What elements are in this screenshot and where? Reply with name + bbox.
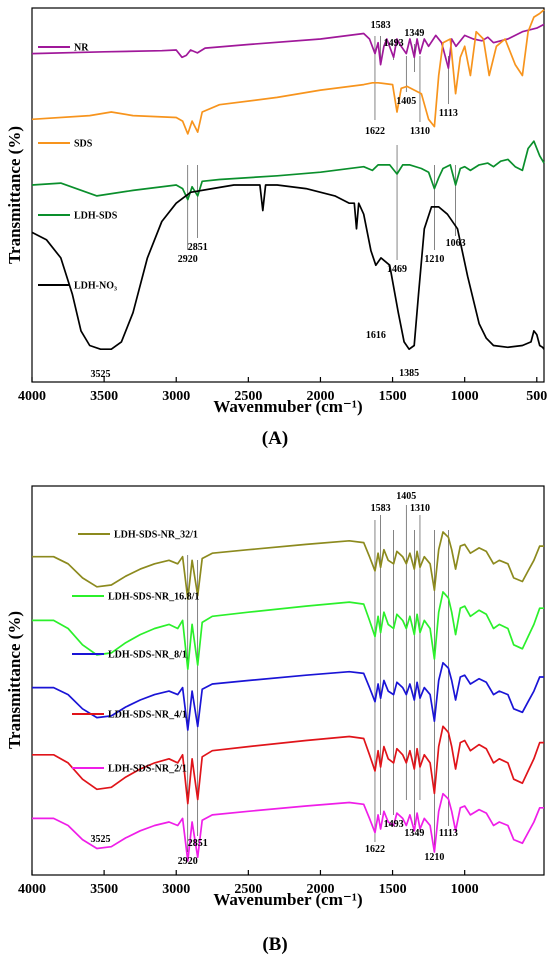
x-tick-label: 3000: [162, 882, 190, 897]
peak-annotation: 2851: [188, 242, 208, 253]
legend-label: LDH-SDS-NR_2/1: [108, 764, 187, 775]
peak-annotation: 1063: [446, 238, 466, 249]
panel-b-x-axis-title: Wavenumber (cm⁻¹): [213, 890, 362, 909]
peak-annotation: 1622: [365, 126, 385, 137]
panel-b-x-axis: 4000 3500 3000 2500 2000 1500 1000: [18, 870, 479, 897]
legend-label: LDH-SDS: [74, 211, 118, 222]
legend-label: LDH-NO₃: [74, 281, 117, 292]
peak-annotation: 2851: [188, 838, 208, 849]
peak-annotation: 1310: [410, 503, 430, 514]
x-tick-label: 1000: [451, 882, 479, 897]
x-tick-label: 1500: [379, 882, 407, 897]
peak-annotation: 1385: [399, 368, 419, 379]
series-line-ldh-sds-nr-2-1: [32, 792, 544, 862]
legend-label: NR: [74, 43, 89, 54]
x-tick-label: 2000: [306, 882, 334, 897]
peak-annotation: 1210: [424, 254, 444, 265]
peak-annotation: 1113: [439, 108, 458, 119]
peak-annotation: 2920: [178, 254, 198, 265]
x-tick-label: 4000: [18, 882, 46, 897]
peak-annotation: 2920: [178, 856, 198, 867]
series-line-ldh-sds-nr-4-1: [32, 725, 544, 805]
legend-label: LDH-SDS-NR_16.8/1: [108, 592, 199, 603]
panel-b-legend: LDH-SDS-NR_32/1 LDH-SDS-NR_16.8/1 LDH-SDS-…: [72, 530, 199, 775]
peak-annotation: 1405: [396, 96, 416, 107]
peak-annotation: 1113: [439, 828, 458, 839]
x-tick-label: 3500: [90, 882, 118, 897]
legend-label: LDH-SDS-NR_32/1: [114, 530, 198, 541]
peak-annotation: 1405: [396, 491, 416, 502]
legend-label: LDH-SDS-NR_4/1: [108, 710, 187, 721]
peak-annotation: 1616: [366, 330, 386, 341]
x-tick-label: 4000: [18, 389, 46, 404]
peak-annotation: 1622: [365, 844, 385, 855]
peak-annotation: 1493: [384, 819, 404, 830]
peak-annotation: 3525: [91, 369, 111, 380]
x-tick-label: 2500: [234, 389, 262, 404]
panel-a-label: (A): [262, 428, 288, 449]
panel-b: 4000 3500 3000 2500 2000 1500 1000 LDH-SDS-NR_…: [5, 485, 545, 955]
series-line-ldh-no-: [31, 184, 545, 351]
peak-annotation: 1469: [387, 264, 407, 275]
peak-annotation: 1349: [404, 28, 424, 39]
x-tick-label: 500: [526, 389, 547, 404]
panel-a-plot-frame: [31, 7, 545, 383]
x-tick-label: 1000: [451, 389, 479, 404]
panel-b-series: [32, 531, 544, 862]
panel-b-label: (B): [262, 934, 287, 955]
panel-a-peak-lines: [187, 36, 456, 260]
peak-annotation: 1310: [410, 126, 430, 137]
x-tick-label: 3000: [162, 389, 190, 404]
panel-a: 4000 3500 3000 2500 2000 1500 1000 500 NR SDS LDH…: [5, 7, 547, 449]
panel-a-y-axis-title: Transmittance (%): [5, 126, 24, 264]
series-line-ldh-sds-nr-16-8-1: [32, 591, 544, 671]
panel-a-x-axis-title: Wavenmuber (cm⁻¹): [213, 397, 362, 416]
peak-annotation: 1210: [424, 852, 444, 863]
legend-label: LDH-SDS-NR_8/1: [108, 650, 187, 661]
series-line-ldh-sds-nr-32-1: [32, 531, 544, 601]
peak-annotation: 3525: [91, 834, 111, 845]
series-line-sds: [31, 9, 545, 135]
peak-annotation: 1349: [404, 828, 424, 839]
peak-annotation: 1583: [371, 20, 391, 31]
panel-a-legend: NR SDS LDH-SDS LDH-NO₃: [38, 43, 118, 292]
x-tick-label: 2000: [306, 389, 334, 404]
panel-b-plot-frame: [31, 485, 545, 876]
x-tick-label: 3500: [90, 389, 118, 404]
legend-label: SDS: [74, 139, 93, 150]
series-line-ldh-sds-nr-8-1: [32, 661, 544, 731]
panel-a-x-axis: 4000 3500 3000 2500 2000 1500 1000 500: [18, 377, 547, 404]
panel-b-y-axis-title: Transmittance (%): [5, 611, 24, 749]
series-line-ldh-sds: [31, 140, 545, 201]
x-tick-label: 1500: [379, 389, 407, 404]
x-tick-label: 2500: [234, 882, 262, 897]
peak-annotation: 1493: [384, 38, 404, 49]
peak-annotation: 1583: [371, 503, 391, 514]
panel-a-series: [31, 9, 545, 351]
